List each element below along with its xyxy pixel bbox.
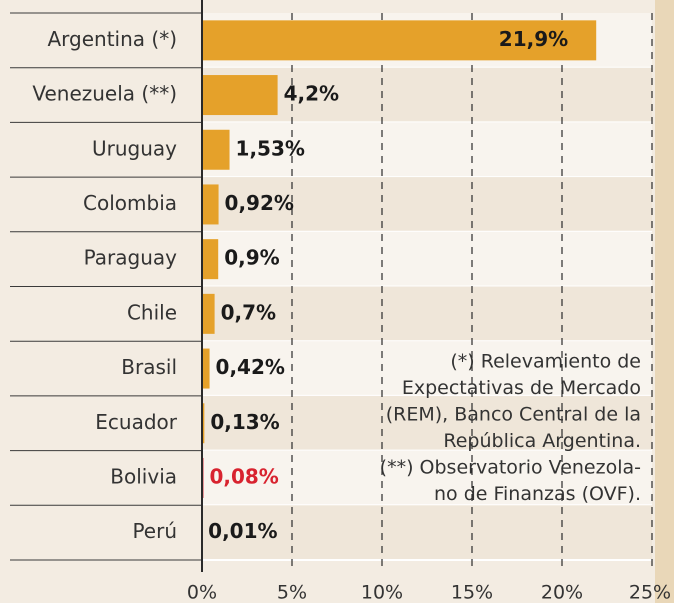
value-label: 0,08% (209, 464, 278, 488)
value-label: 4,2% (284, 82, 339, 106)
bar (202, 349, 210, 389)
value-label: 21,9% (499, 27, 568, 51)
value-label: 0,92% (225, 191, 294, 215)
bar (202, 184, 219, 224)
bar (202, 239, 218, 279)
side-decoration (655, 0, 674, 603)
x-tick-label: 0% (187, 582, 217, 603)
value-label: 0,42% (216, 355, 285, 379)
note-line: (**) Observatorio Venezola- (380, 457, 641, 479)
category-label: Paraguay (84, 246, 178, 270)
bar (202, 130, 230, 170)
x-tick-label: 10% (361, 582, 403, 603)
x-tick-label: 20% (541, 582, 583, 603)
value-label: 0,9% (224, 246, 279, 270)
note-line: República Argentina. (443, 430, 641, 452)
category-label: Bolivia (110, 464, 177, 488)
category-label: Ecuador (95, 410, 177, 434)
note-line: (*) Relevamiento de (450, 351, 641, 373)
category-label: Colombia (83, 191, 177, 215)
note-line: (REM), Banco Central de la (386, 404, 641, 426)
x-tick-label: 5% (277, 582, 307, 603)
chart: 0% 5% 10% 15% 20% 25% Argentina (*) 21,9% Venezu… (0, 0, 674, 603)
category-label: Brasil (121, 355, 177, 379)
x-tick-label: 15% (451, 582, 493, 603)
x-tick-label: 25% (629, 582, 671, 603)
category-label: Uruguay (92, 136, 177, 160)
value-label: 0,01% (208, 519, 277, 543)
category-label: Chile (127, 300, 177, 324)
category-label: Perú (132, 519, 177, 543)
note-line: Expectativas de Mercado (402, 377, 641, 399)
value-label: 0,13% (210, 410, 279, 434)
category-label: Venezuela (**) (32, 82, 177, 106)
bar (202, 75, 278, 115)
category-label: Argentina (*) (47, 27, 177, 51)
note-line: no de Finanzas (OVF). (434, 483, 641, 505)
value-label: 0,7% (221, 300, 276, 324)
value-label: 1,53% (236, 136, 305, 160)
bar (202, 294, 215, 334)
